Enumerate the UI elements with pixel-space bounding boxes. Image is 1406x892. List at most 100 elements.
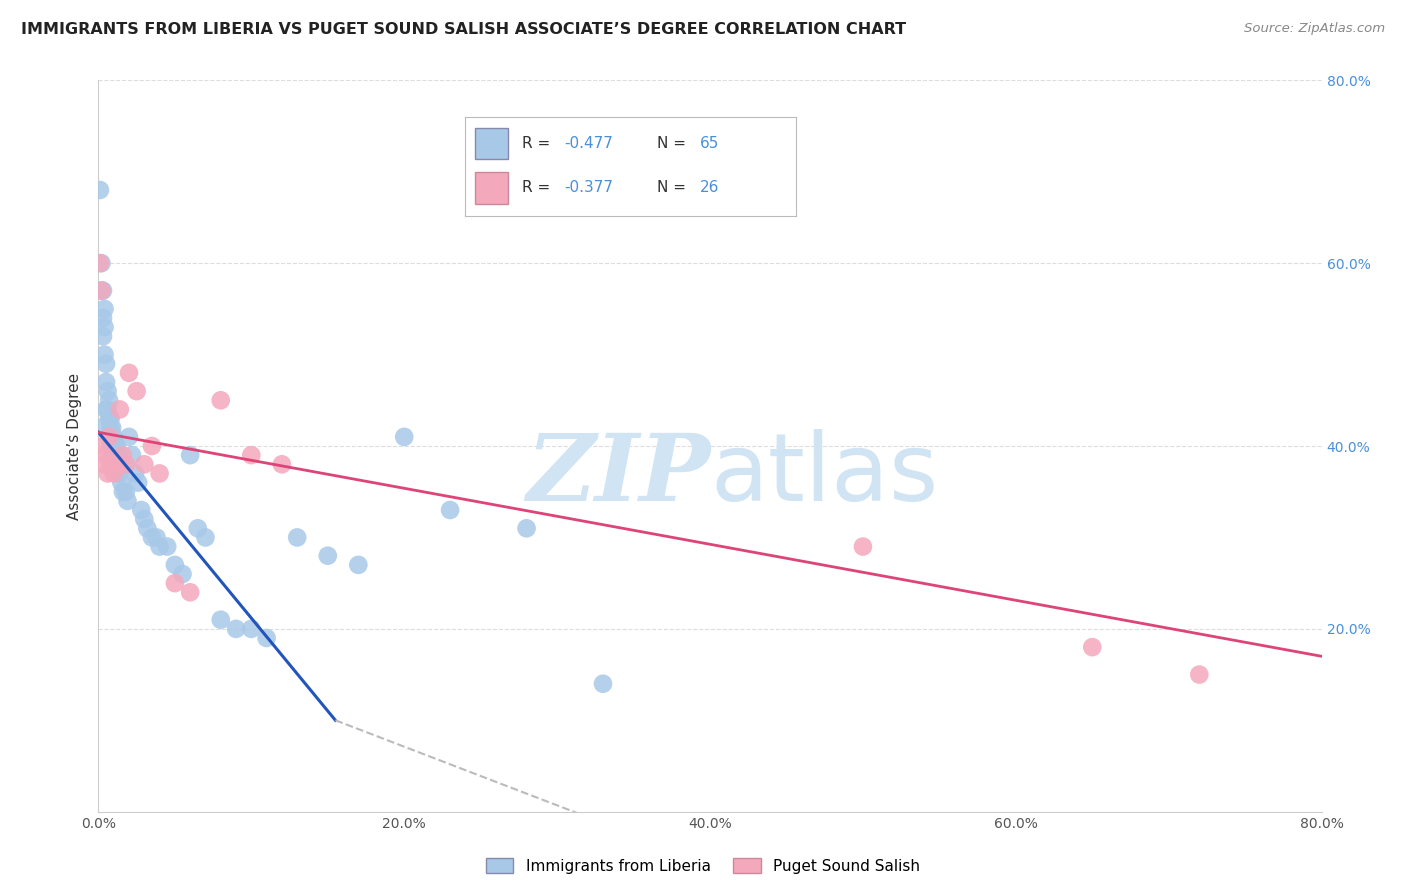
Point (93, 320, 115, 334)
Point (117, 493, 139, 508)
Point (105, 458, 128, 472)
Text: -0.377: -0.377 (564, 180, 613, 195)
Point (187, 521, 209, 535)
Point (98, 430, 121, 444)
Point (125, 384, 148, 399)
Point (240, 622, 263, 636)
Point (163, 558, 186, 572)
Point (94, 357, 117, 371)
Point (852, 540, 875, 554)
Point (285, 530, 308, 544)
Text: R =: R = (522, 136, 554, 151)
Point (347, 558, 370, 572)
Point (1188, 667, 1211, 681)
Point (149, 467, 172, 481)
Point (90, 256, 112, 270)
Point (110, 475, 132, 490)
Text: atlas: atlas (710, 429, 938, 521)
Point (1081, 640, 1104, 655)
Point (105, 439, 128, 453)
Bar (475, 128, 509, 160)
Point (89, 256, 111, 270)
Point (108, 402, 131, 417)
Point (100, 439, 122, 453)
Text: Source: ZipAtlas.com: Source: ZipAtlas.com (1244, 22, 1385, 36)
Point (111, 484, 134, 499)
Point (134, 458, 156, 472)
Point (101, 421, 124, 435)
Point (89, 421, 111, 435)
Point (107, 448, 129, 462)
Text: N =: N = (657, 136, 690, 151)
Point (516, 521, 538, 535)
Point (163, 576, 186, 591)
Point (145, 530, 167, 544)
Point (97, 402, 120, 417)
Point (90, 284, 112, 298)
Point (100, 411, 122, 425)
Point (103, 430, 125, 444)
Point (98, 411, 121, 425)
Point (100, 458, 122, 472)
Point (392, 430, 416, 444)
Point (93, 301, 115, 316)
Point (592, 676, 614, 690)
Point (93, 458, 115, 472)
Point (115, 458, 138, 472)
Point (124, 467, 146, 481)
Point (103, 458, 125, 472)
Point (134, 512, 156, 526)
Point (94, 448, 117, 462)
Point (105, 458, 128, 472)
Point (118, 366, 141, 380)
Point (179, 448, 201, 462)
Point (94, 402, 117, 417)
Point (90, 284, 112, 298)
Point (97, 467, 120, 481)
Point (141, 530, 163, 544)
Point (127, 475, 149, 490)
Bar (475, 172, 509, 203)
Point (149, 540, 172, 554)
Point (129, 503, 152, 517)
Point (156, 540, 179, 554)
Point (194, 530, 217, 544)
Point (100, 421, 122, 435)
Point (121, 448, 143, 462)
Point (89, 183, 111, 197)
Text: 26: 26 (700, 180, 720, 195)
Point (108, 467, 131, 481)
Point (93, 348, 115, 362)
Point (91, 311, 114, 326)
Point (91, 439, 114, 453)
Point (103, 467, 125, 481)
Legend: Immigrants from Liberia, Puget Sound Salish: Immigrants from Liberia, Puget Sound Sal… (479, 852, 927, 880)
Point (240, 448, 263, 462)
Point (118, 430, 141, 444)
Point (94, 375, 117, 389)
Point (439, 503, 461, 517)
Point (104, 439, 127, 453)
Point (172, 567, 194, 582)
Point (98, 393, 121, 408)
Point (115, 484, 138, 499)
Point (91, 329, 114, 343)
Point (209, 613, 232, 627)
Point (97, 384, 120, 399)
Point (111, 448, 134, 462)
Text: N =: N = (657, 180, 690, 195)
Point (110, 458, 132, 472)
Text: 65: 65 (700, 136, 720, 151)
Y-axis label: Associate’s Degree: Associate’s Degree (67, 373, 83, 519)
Point (103, 448, 125, 462)
Text: ZIP: ZIP (526, 430, 710, 520)
Point (91, 284, 114, 298)
Point (141, 439, 163, 453)
Text: IMMIGRANTS FROM LIBERIA VS PUGET SOUND SALISH ASSOCIATE’S DEGREE CORRELATION CHA: IMMIGRANTS FROM LIBERIA VS PUGET SOUND S… (21, 22, 907, 37)
Point (256, 631, 278, 645)
Text: R =: R = (522, 180, 554, 195)
Point (179, 585, 201, 599)
Point (107, 467, 129, 481)
Point (104, 458, 127, 472)
Point (225, 622, 247, 636)
